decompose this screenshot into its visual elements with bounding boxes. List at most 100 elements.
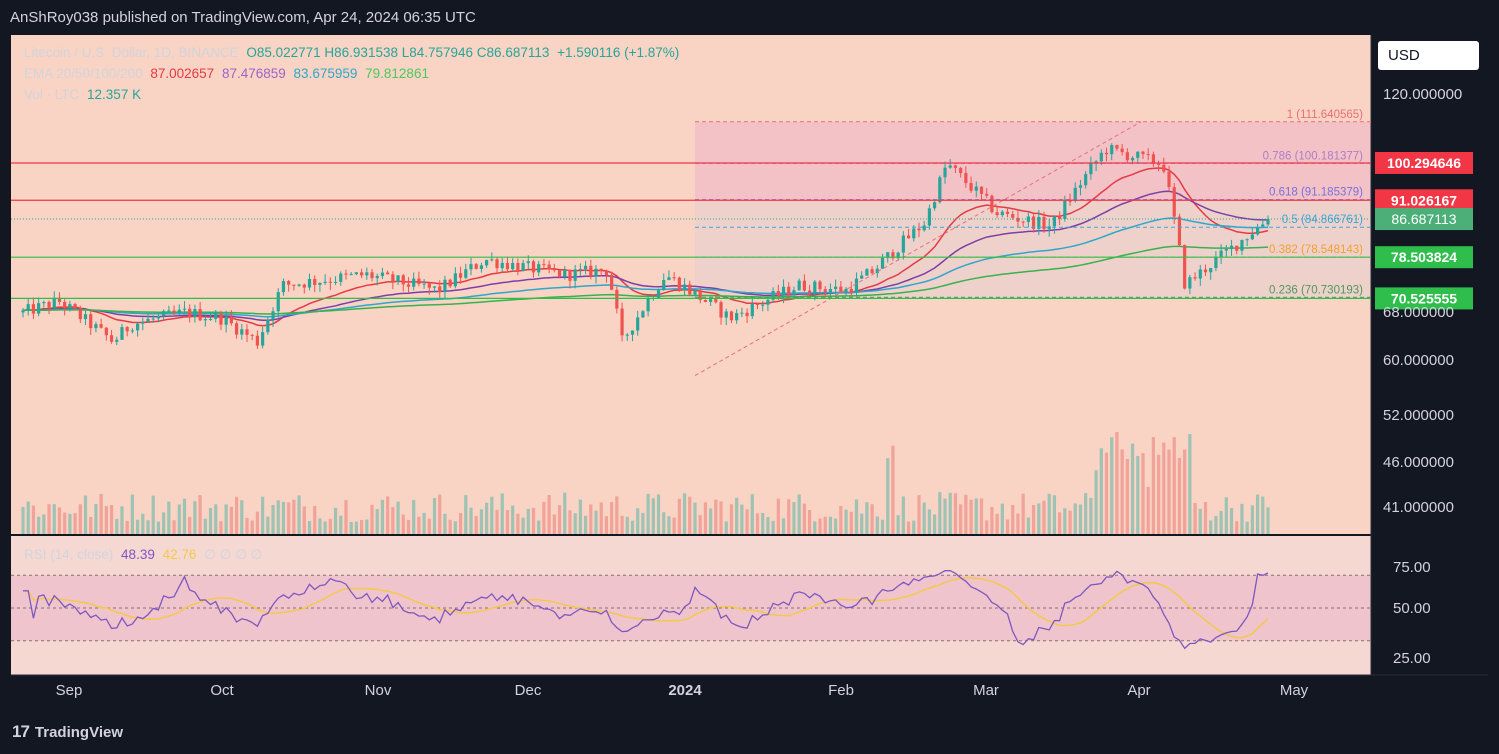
candle-body <box>844 288 848 293</box>
candle-body <box>724 311 728 318</box>
candle-body <box>1183 245 1187 289</box>
candle-body <box>646 298 650 312</box>
volume-bar <box>417 516 421 534</box>
volume-bar <box>1005 519 1010 534</box>
volume-bar <box>912 520 916 534</box>
currency-selector[interactable]: USD <box>1378 41 1479 70</box>
candle-body <box>531 261 536 273</box>
volume-bar <box>781 518 786 534</box>
candle-body <box>1058 216 1062 219</box>
volume-bar <box>302 506 306 534</box>
candle-body <box>922 225 926 231</box>
candle-body <box>141 321 145 324</box>
volume-bar <box>745 509 749 534</box>
candle-body <box>208 318 213 320</box>
volume-bar <box>573 513 577 534</box>
symbol-legend[interactable]: Litecoin / U.S. Dollar, 1D, BINANCE O85.… <box>24 45 683 60</box>
candle-body <box>688 284 692 295</box>
candle-body <box>505 262 510 270</box>
candle-body <box>1141 151 1145 155</box>
candle-body <box>125 327 129 332</box>
rsi-extra: ∅ ∅ ∅ ∅ <box>204 547 263 562</box>
volume-bar <box>203 518 207 534</box>
candle-body <box>875 268 879 274</box>
volume-bar <box>276 500 280 534</box>
candle-body <box>21 310 25 313</box>
volume-bar <box>995 513 999 534</box>
volume-bar <box>1261 496 1265 534</box>
footer-brand[interactable]: 17 TradingView <box>12 722 123 742</box>
candle-body <box>255 335 260 346</box>
candle-body <box>193 309 197 318</box>
candle-body <box>240 329 244 335</box>
volume-bar <box>47 504 51 534</box>
candle-body <box>787 286 791 295</box>
chart-frame[interactable]: 1 (111.640565) 0.786 (100.181377) 0.618 (9… <box>11 35 1488 710</box>
volume-bar <box>953 493 958 534</box>
candle-body <box>792 290 796 295</box>
volume-bar <box>943 498 947 534</box>
volume-legend[interactable]: Vol · LTC 12.357 K <box>24 87 145 102</box>
candle-body <box>412 278 416 287</box>
volume-bar <box>255 511 260 534</box>
x-tick-4: 2024 <box>668 682 702 699</box>
volume-bar <box>630 520 635 534</box>
candle-body <box>953 165 958 168</box>
price-chart[interactable]: 1 (111.640565) 0.786 (100.181377) 0.618 (9… <box>11 35 1488 710</box>
volume-bar <box>1266 507 1270 534</box>
fib-trend-line <box>694 121 1142 377</box>
candle-body <box>99 324 103 328</box>
volume-bar <box>42 514 46 534</box>
candle-body <box>1209 268 1213 273</box>
candle-body <box>261 332 265 346</box>
rsi-line <box>23 570 1269 650</box>
candle-body <box>537 264 541 273</box>
x-tick-0: Sep <box>56 682 83 699</box>
candle-body <box>396 275 400 282</box>
candle-body <box>1125 152 1129 161</box>
candle-body <box>943 167 947 178</box>
candle-body <box>1120 148 1124 153</box>
candle-body <box>391 274 395 282</box>
candle-body <box>287 281 291 285</box>
sr-badge-text-0: 100.294646 <box>1387 155 1461 171</box>
rsi-legend[interactable]: RSI (14, close) 48.39 42.76 ∅ ∅ ∅ ∅ <box>24 547 266 563</box>
candle-body <box>1235 245 1239 251</box>
ema100-line <box>22 217 1269 318</box>
volume-bar <box>370 504 374 534</box>
candle-body <box>630 330 635 335</box>
rsi-tick-0: 75.00 <box>1393 559 1431 576</box>
volume-bar <box>1120 449 1124 534</box>
candle-body <box>865 269 869 276</box>
volume-bar <box>229 506 233 534</box>
volume-bar <box>1000 503 1004 534</box>
volume-bar <box>52 504 56 534</box>
volume-bar <box>130 494 134 534</box>
volume-bar <box>1078 504 1083 534</box>
volume-bar <box>412 499 416 534</box>
volume-bar <box>927 509 932 534</box>
candle-body <box>432 286 437 288</box>
volume-bar <box>1031 504 1036 534</box>
candle-body <box>1005 211 1010 215</box>
candle-body <box>47 302 51 308</box>
volume-bar <box>938 492 942 534</box>
volume-bar <box>813 521 817 534</box>
candle-body <box>823 289 827 293</box>
candle-body <box>1261 224 1265 227</box>
candle-body <box>995 212 999 216</box>
candle-body <box>662 279 666 291</box>
volume-bar <box>250 520 254 534</box>
volume-bar <box>959 504 963 534</box>
candle-body <box>214 313 218 319</box>
volume-bar <box>1188 434 1192 534</box>
candle-body <box>1052 216 1057 227</box>
volume-bar <box>109 505 114 534</box>
ema-legend[interactable]: EMA 20/50/100/200 87.002657 87.476859 83… <box>24 66 433 81</box>
volume-bar <box>151 495 155 534</box>
candle-body <box>1068 200 1072 202</box>
volume-bar <box>761 512 765 534</box>
candle-body <box>1021 221 1025 223</box>
candle-body <box>1203 269 1208 273</box>
volume-bar <box>234 496 239 534</box>
